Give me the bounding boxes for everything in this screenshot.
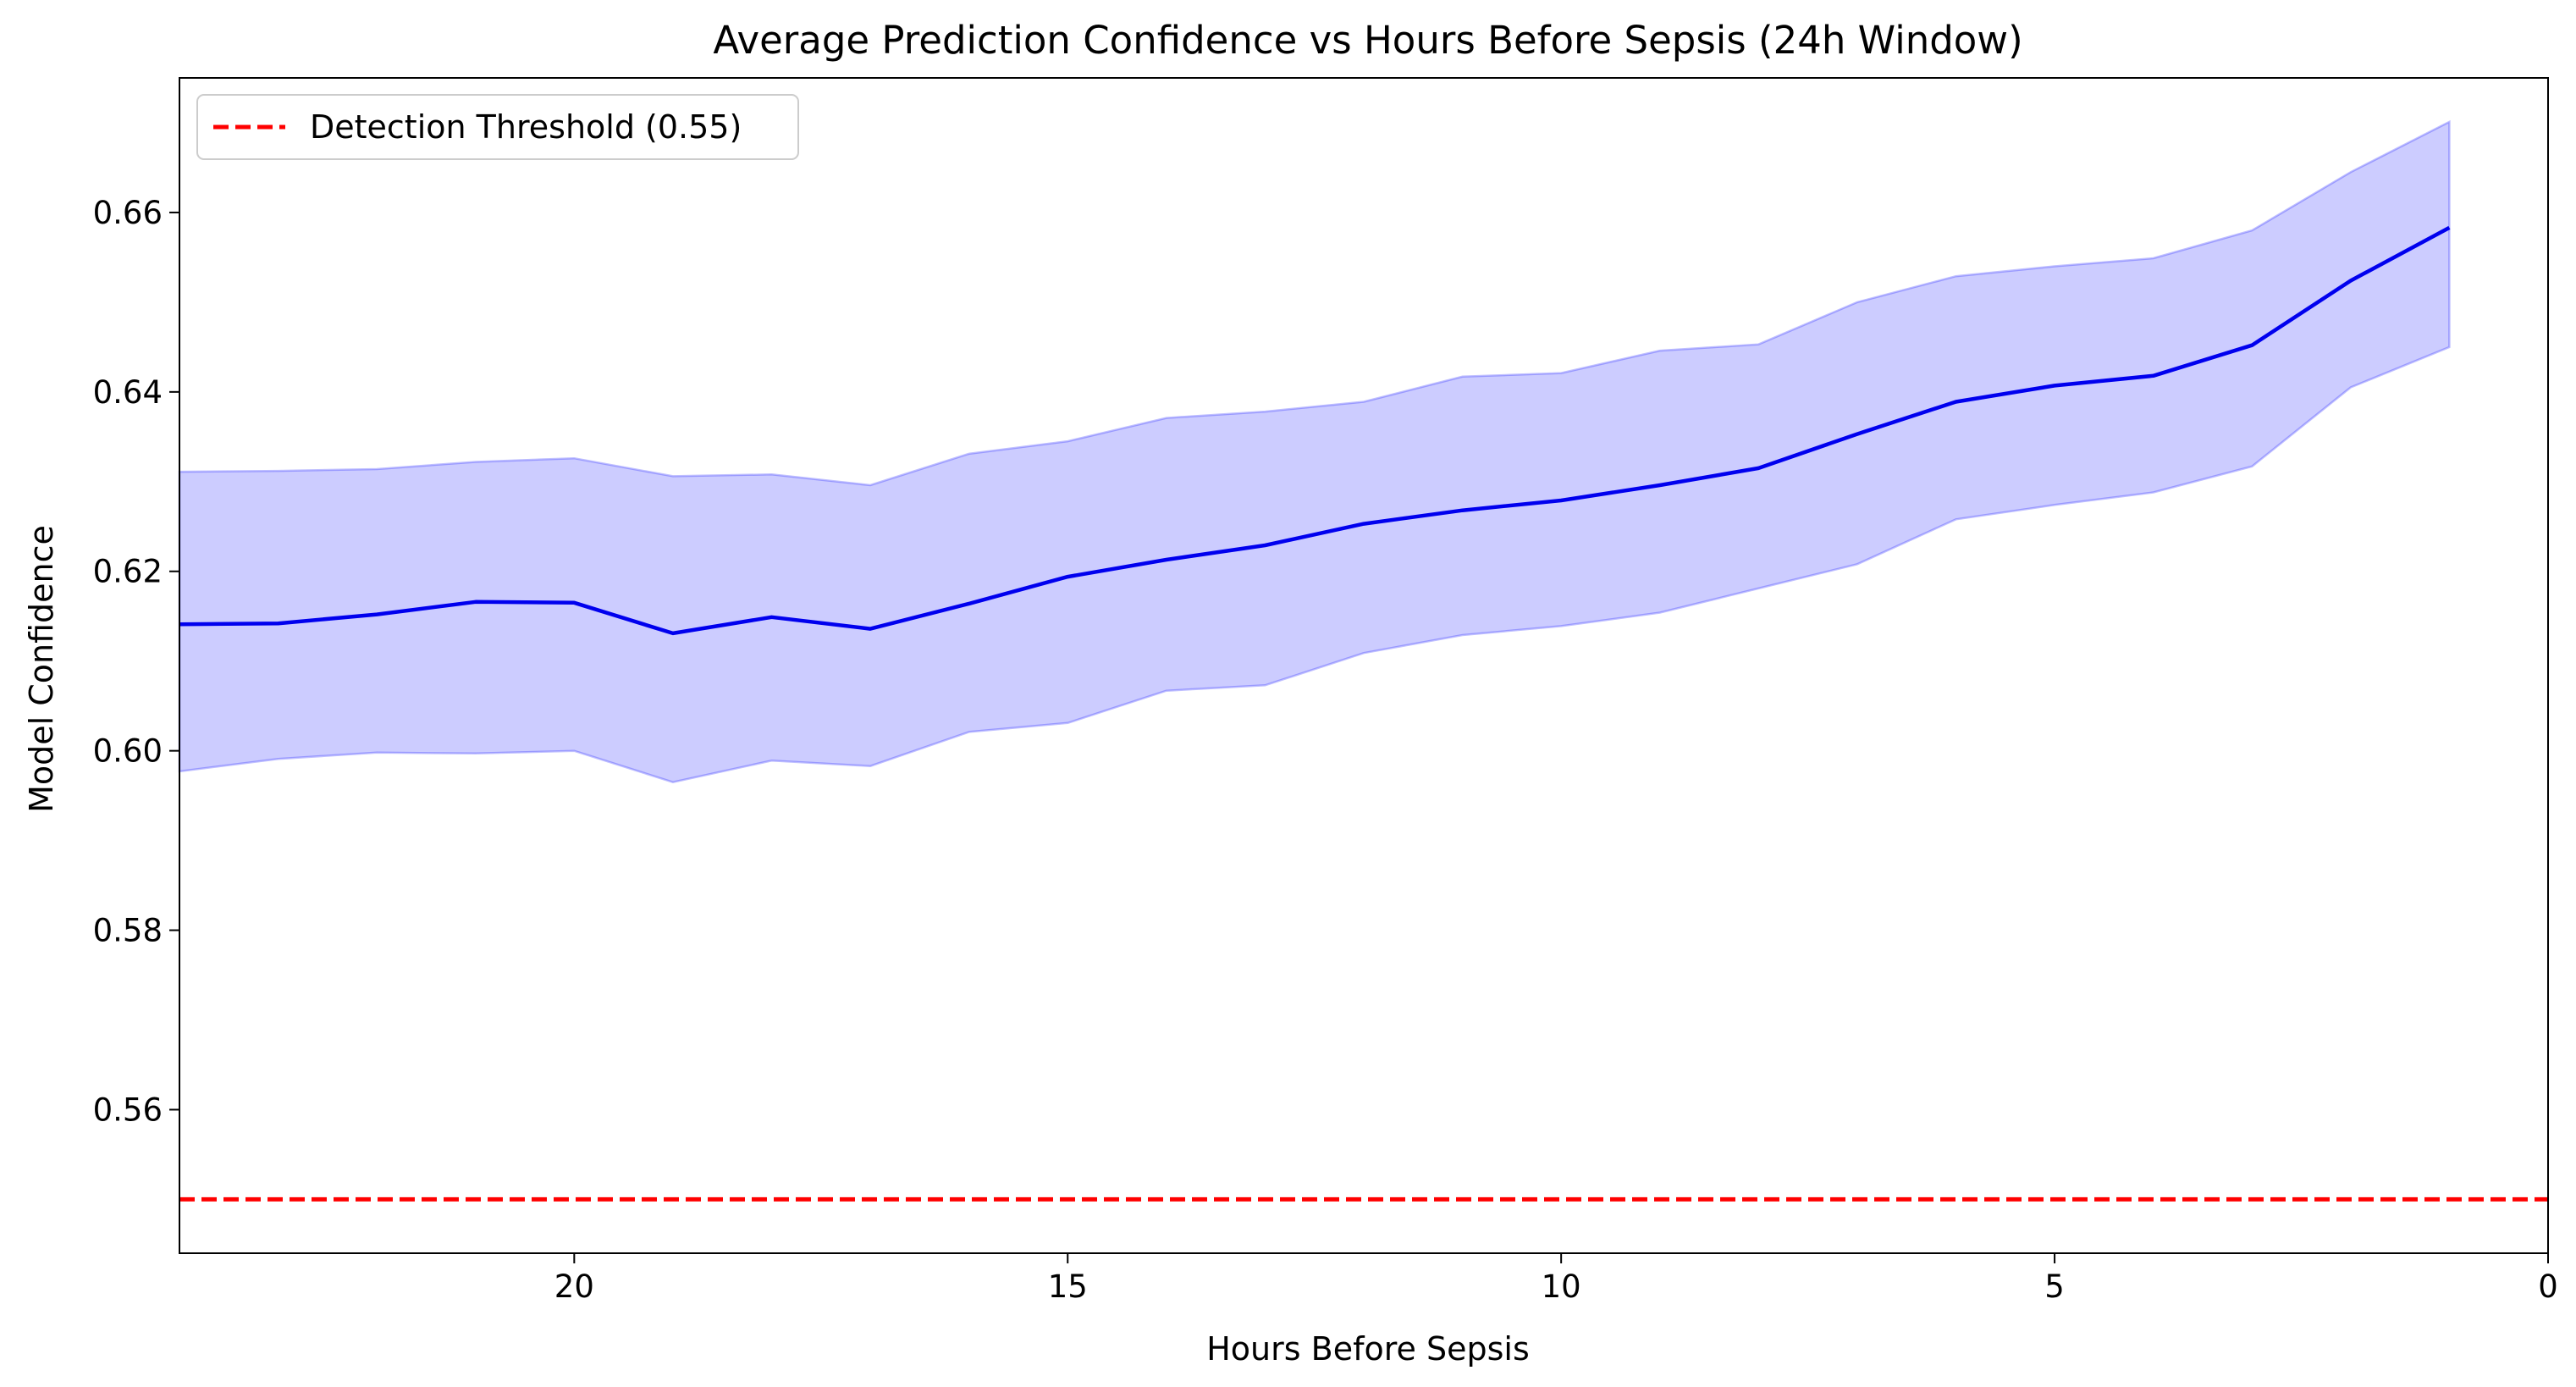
- x-axis-label: Hours Before Sepsis: [1206, 1330, 1530, 1368]
- legend: Detection Threshold (0.55): [196, 94, 799, 160]
- confidence-band-area: [178, 119, 2451, 783]
- confidence-band-layer: [178, 119, 2451, 783]
- legend-label-threshold: Detection Threshold (0.55): [310, 108, 742, 146]
- plot-area-frame: [179, 77, 2549, 1254]
- chart-title: Average Prediction Confidence vs Hours B…: [713, 18, 2022, 63]
- y-tick-label: 0.62: [93, 554, 163, 590]
- y-axis-label: Model Confidence: [23, 525, 60, 813]
- x-tick-label: 10: [1542, 1268, 1581, 1305]
- y-tick-label: 0.66: [93, 195, 163, 231]
- y-tick-label: 0.58: [93, 913, 163, 949]
- x-tick-label: 5: [2044, 1268, 2065, 1305]
- legend-box: [196, 94, 799, 160]
- x-tick-label: 15: [1048, 1268, 1088, 1305]
- x-tick-label: 0: [2538, 1268, 2558, 1305]
- y-tick-label: 0.64: [93, 374, 163, 411]
- y-axis-ticks: 0.56 0.58 0.60 0.62 0.64 0.66: [93, 195, 179, 1128]
- y-tick-label: 0.60: [93, 733, 163, 770]
- mean-confidence-line: [179, 225, 2451, 636]
- x-tick-label: 20: [554, 1268, 594, 1305]
- mean-line-layer: [179, 225, 2451, 636]
- x-axis-ticks: 20 15 10 5 0: [554, 1253, 2558, 1305]
- y-tick-label: 0.56: [93, 1091, 163, 1128]
